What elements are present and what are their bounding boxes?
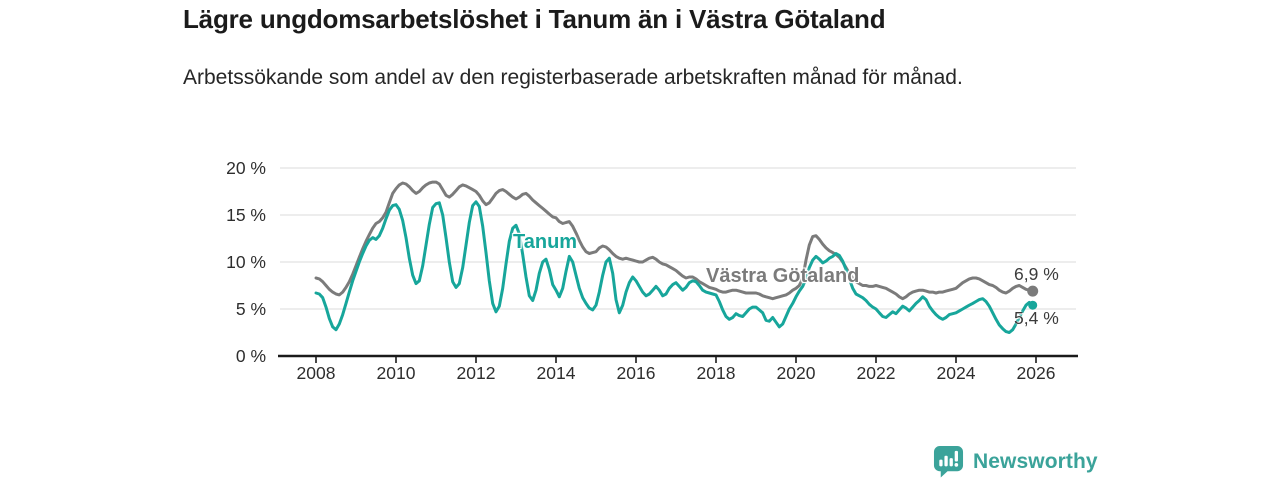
newsworthy-logo[interactable]: Newsworthy — [933, 445, 1098, 478]
end-dot-v-stra-g-taland — [1027, 285, 1039, 297]
x-tick-label: 2026 — [1016, 363, 1056, 383]
x-tick-label: 2024 — [936, 363, 976, 383]
bar-chart-speech-bubble-icon — [933, 445, 964, 478]
series-label-vastra-gotaland: Västra Götaland — [706, 265, 860, 287]
y-tick-label: 10 % — [226, 252, 266, 272]
page-title: Lägre ungdomsarbetslöshet i Tanum än i V… — [183, 4, 886, 34]
y-tick-label: 20 % — [226, 158, 266, 178]
y-tick-label: 5 % — [235, 299, 266, 319]
line-chart-plot — [278, 167, 1078, 363]
end-value-label-tanum: 5,4 % — [1014, 308, 1059, 328]
x-tick-label: 2016 — [616, 363, 656, 383]
series-label-tanum: Tanum — [513, 231, 578, 253]
newsworthy-wordmark: Newsworthy — [973, 449, 1098, 473]
y-tick-label: 0 % — [235, 346, 266, 366]
x-tick-label: 2014 — [536, 363, 576, 383]
end-value-label-vastra-gotaland: 6,9 % — [1014, 264, 1059, 284]
chart-subtitle: Arbetssökande som andel av den registerb… — [183, 66, 963, 89]
x-tick-label: 2010 — [376, 363, 416, 383]
series-line-v-stra-g-taland — [314, 180, 1035, 301]
y-tick-label: 15 % — [226, 205, 266, 225]
end-dot-tanum — [1028, 300, 1038, 310]
x-tick-label: 2022 — [856, 363, 896, 383]
x-tick-label: 2018 — [696, 363, 736, 383]
x-tick-label: 2012 — [456, 363, 496, 383]
x-tick-label: 2020 — [776, 363, 816, 383]
series-line-tanum — [314, 200, 1035, 334]
x-tick-label: 2008 — [296, 363, 336, 383]
